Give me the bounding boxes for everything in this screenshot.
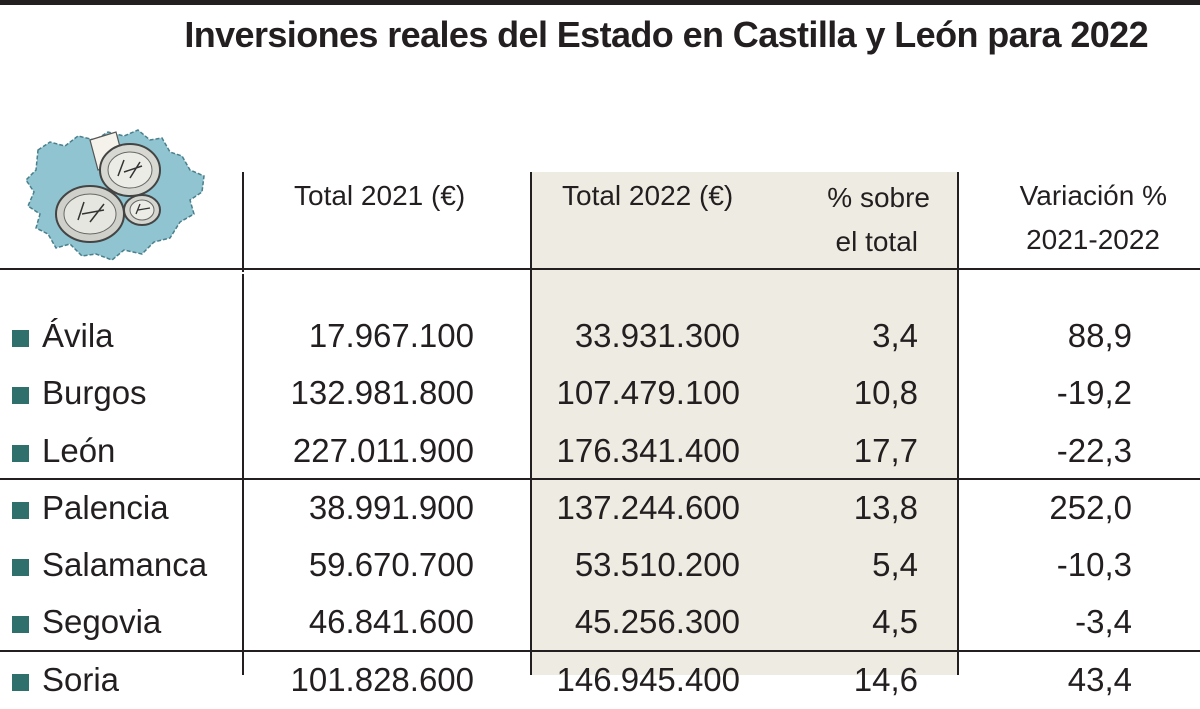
- variation-value: 88,9: [1067, 317, 1132, 354]
- bullet-square-icon: [12, 616, 29, 634]
- total-2021-value: 227.011.900: [292, 431, 474, 469]
- table-row: León 227.011.900 176.341.400 17,7 -22,3: [0, 423, 1200, 480]
- total-2021-value: 38.991.900: [308, 488, 474, 526]
- table-row: Ávila 17.967.100 33.931.300 3,4 88,9: [0, 308, 1200, 365]
- variation-value: -22,3: [1056, 431, 1132, 469]
- map-with-euro-coins-icon: [25, 129, 205, 261]
- total-2021-value: 101.828.600: [290, 660, 474, 698]
- variation-value: 43,4: [1067, 660, 1132, 698]
- total-2021-value: 17.967.100: [308, 317, 474, 354]
- pct-value: 5,4: [872, 546, 918, 584]
- table-row: Soria 101.828.600 146.945.400 14,6 43,4: [0, 652, 1200, 709]
- bullet-square-icon: [12, 387, 29, 405]
- pct-value: 4,5: [872, 603, 918, 641]
- header-divider: [0, 268, 1200, 270]
- variation-value: -10,3: [1056, 546, 1132, 584]
- pct-value: 13,8: [853, 488, 918, 526]
- bullet-square-icon: [12, 501, 29, 519]
- province-name: Burgos: [42, 374, 147, 412]
- bullet-square-icon: [12, 559, 29, 577]
- header-total-2022: Total 2022 (€): [562, 180, 734, 211]
- pct-value: 10,8: [853, 374, 918, 412]
- table-row: Palencia 38.991.900 137.244.600 13,8 252…: [0, 480, 1200, 537]
- province-name: Salamanca: [42, 546, 208, 584]
- total-2021-value: 59.670.700: [308, 546, 474, 584]
- table-row: Segovia 46.841.600 45.256.300 4,5 -3,4: [0, 594, 1200, 651]
- top-rule: [0, 0, 1200, 5]
- bullet-square-icon: [12, 444, 29, 462]
- header-variation-line1: Variación %: [1019, 180, 1167, 211]
- page-title: Inversiones reales del Estado en Castill…: [184, 14, 1148, 55]
- column-divider: [530, 172, 532, 675]
- total-2022-value: 45.256.300: [574, 603, 740, 641]
- header-pct-line2: el total: [835, 226, 919, 257]
- total-2021-value: 132.981.800: [290, 374, 474, 412]
- header-variation-line2: 2021-2022: [1026, 224, 1160, 255]
- province-name: León: [42, 431, 116, 469]
- province-name: Soria: [42, 660, 120, 698]
- province-name: Palencia: [42, 488, 169, 526]
- shaded-2022-columns: [531, 172, 958, 675]
- total-2021-value: 46.841.600: [308, 603, 474, 641]
- variation-value: 252,0: [1049, 488, 1132, 526]
- bullet-square-icon: [12, 673, 29, 691]
- data-table-body: Ávila 17.967.100 33.931.300 3,4 88,9 Bur…: [0, 308, 1200, 709]
- column-divider: [242, 172, 244, 272]
- column-divider: [957, 172, 959, 675]
- province-name: Segovia: [42, 603, 162, 641]
- total-2022-value: 137.244.600: [556, 488, 740, 526]
- pct-value: 14,6: [853, 660, 918, 698]
- group-divider: [0, 650, 1200, 652]
- header-total-2021: Total 2021 (€): [294, 180, 466, 211]
- pct-value: 3,4: [872, 317, 918, 354]
- variation-value: -3,4: [1075, 603, 1132, 641]
- total-2022-value: 176.341.400: [556, 431, 740, 469]
- pct-value: 17,7: [853, 431, 918, 469]
- total-2022-value: 146.945.400: [556, 660, 740, 698]
- total-2022-value: 33.931.300: [574, 317, 740, 354]
- bullet-square-icon: [12, 330, 29, 347]
- table-row: Salamanca 59.670.700 53.510.200 5,4 -10,…: [0, 537, 1200, 594]
- column-divider: [242, 274, 244, 675]
- total-2022-value: 107.479.100: [556, 374, 740, 412]
- province-name: Ávila: [42, 317, 114, 354]
- table-row: Burgos 132.981.800 107.479.100 10,8 -19,…: [0, 365, 1200, 422]
- group-divider: [0, 478, 1200, 480]
- header-pct-line1: % sobre: [827, 182, 930, 213]
- variation-value: -19,2: [1056, 374, 1132, 412]
- total-2022-value: 53.510.200: [574, 546, 740, 584]
